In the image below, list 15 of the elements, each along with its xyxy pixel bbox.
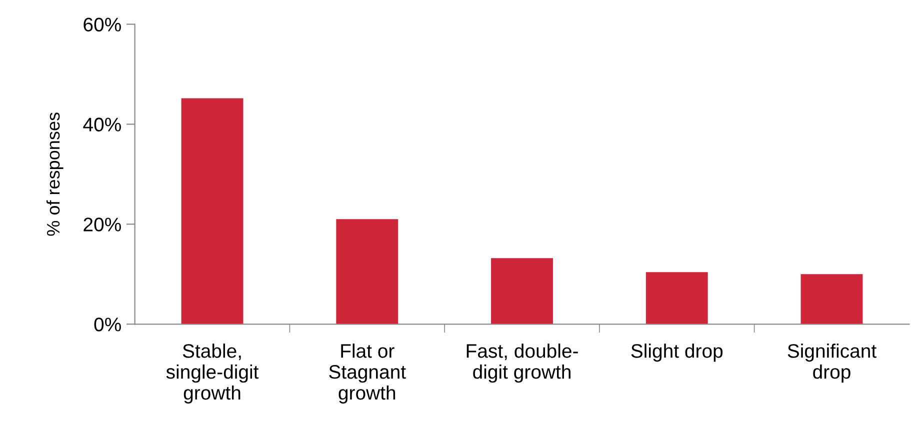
- y-tick-label: 0%: [94, 318, 121, 332]
- x-tick-label: Significant drop: [788, 344, 876, 383]
- y-tick-label: 20%: [84, 218, 121, 232]
- bar: [800, 274, 863, 324]
- bar: [491, 258, 553, 324]
- y-tick-label: 40%: [83, 118, 121, 132]
- bar: [336, 219, 398, 324]
- bar: [181, 98, 244, 324]
- x-tick-label: Slight drop: [631, 344, 723, 362]
- y-tick-label: 60%: [84, 18, 121, 32]
- x-tick-label: Stable, single-digit growth: [166, 344, 259, 404]
- y-axis-title: % of responses: [46, 112, 64, 236]
- bar: [646, 272, 708, 324]
- x-tick-label: Flat or Stagnant growth: [329, 344, 406, 404]
- x-tick-label: Fast, double- digit growth: [466, 344, 578, 383]
